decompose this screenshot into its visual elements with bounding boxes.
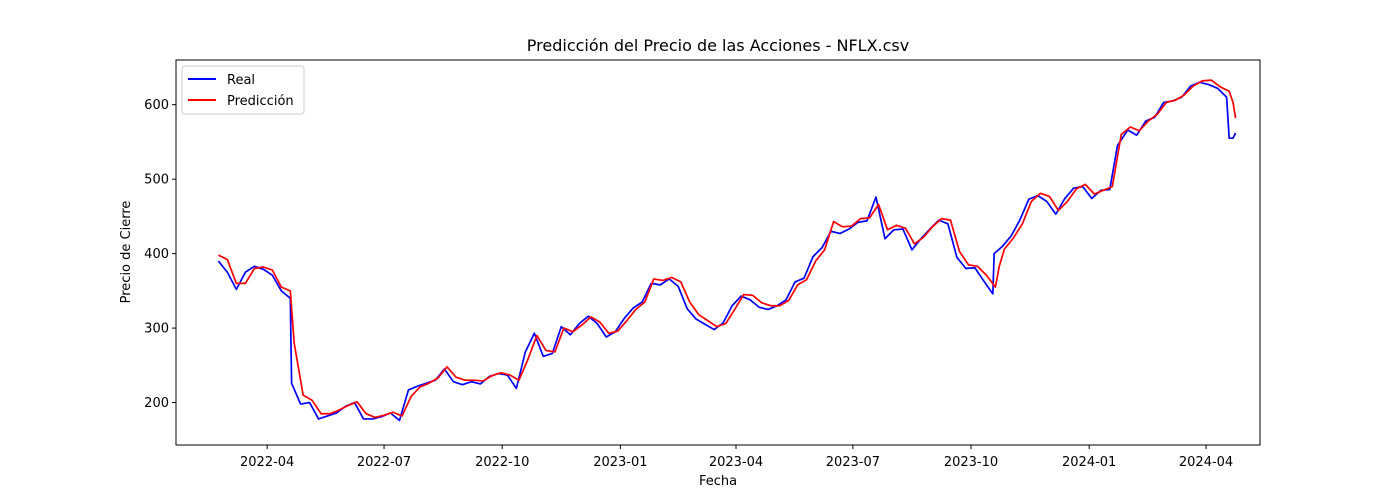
series-line-prediccion: [218, 79, 1237, 419]
x-tick-label: 2023-04: [709, 455, 763, 470]
legend-label-real: Real: [227, 73, 255, 88]
x-tick-label: 2024-01: [1062, 455, 1116, 470]
y-tick-label: 300: [144, 322, 169, 337]
x-axis-ticks: 2022-04 2022-07 2022-10 2023-01 2023-04 2023-…: [240, 445, 1233, 470]
legend: Real Predicción: [181, 65, 305, 115]
x-tick-label: 2023-01: [593, 455, 647, 470]
x-tick-label: 2022-10: [475, 455, 529, 470]
x-tick-label: 2022-04: [240, 455, 294, 470]
y-tick-label: 200: [144, 396, 169, 411]
x-tick-label: 2024-04: [1179, 455, 1233, 470]
series-layer: [217, 79, 1237, 422]
x-tick-label: 2023-10: [944, 455, 998, 470]
plot-area: [175, 59, 1261, 446]
y-tick-label: 400: [144, 247, 169, 262]
x-axis-label: Fecha: [699, 474, 737, 489]
y-tick-label: 600: [144, 98, 169, 113]
x-tick-label: 2023-07: [826, 455, 880, 470]
x-tick-label: 2022-07: [357, 455, 411, 470]
y-axis-label: Precio de Cierre: [119, 201, 134, 304]
y-tick-label: 500: [144, 173, 169, 188]
y-axis-ticks: 200 300 400 500 600: [144, 98, 176, 411]
chart-title: Predicción del Precio de las Acciones - …: [527, 36, 909, 55]
legend-label-prediccion: Predicción: [227, 94, 294, 109]
